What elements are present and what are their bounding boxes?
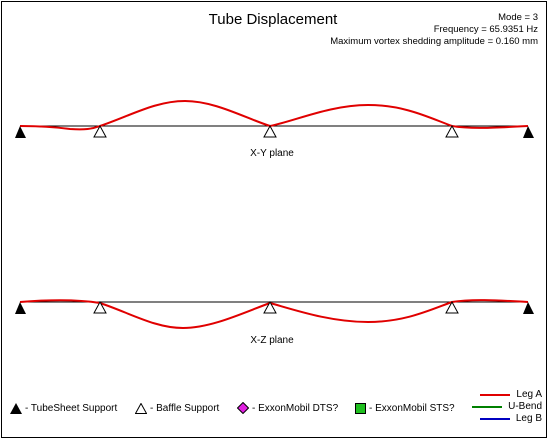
u-bend-swatch: [472, 406, 503, 408]
line-legend: Leg A U-Bend Leg B: [472, 389, 542, 425]
xz-baffle-support-1: [93, 300, 107, 314]
hollow-triangle-icon: [135, 402, 147, 414]
legend-dts: - ExxonMobil DTS?: [237, 400, 338, 416]
leg-b-swatch: [479, 418, 510, 420]
xz-plane-label: X-Z plane: [250, 335, 294, 346]
frequency-text: Frequency = 65.9351 Hz: [433, 24, 538, 35]
xz-tubesheet-support-left: [15, 302, 26, 314]
leg-b-label: Leg B: [515, 413, 542, 424]
line-legend-leg-b: Leg B: [472, 413, 542, 425]
xz-plane: [15, 299, 534, 330]
legend-sts-label: - ExxonMobil STS?: [369, 402, 455, 414]
xy-baffle-support-1: [93, 124, 107, 138]
xy-mode-shape-curve: [19, 99, 529, 131]
magenta-diamond-icon: [237, 402, 249, 414]
xz-tubesheet-support-right: [523, 302, 534, 314]
xy-tubesheet-support-left: [15, 126, 26, 138]
legend-baffle: - Baffle Support: [135, 400, 219, 416]
xy-baffle-support-2: [263, 124, 277, 138]
xy-tubesheet-support-right: [523, 126, 534, 138]
u-bend-label: U-Bend: [508, 401, 542, 412]
mode-text: Mode = 3: [498, 12, 538, 23]
line-legend-u-bend: U-Bend: [472, 401, 542, 413]
diagram-title: Tube Displacement: [208, 11, 338, 28]
legend-tubesheet: - TubeSheet Support: [10, 400, 117, 416]
amplitude-text: Maximum vortex shedding amplitude = 0.16…: [330, 36, 538, 47]
leg-a-swatch: [480, 394, 511, 396]
leg-a-label: Leg A: [516, 389, 542, 400]
legend-sts: - ExxonMobil STS?: [355, 400, 455, 416]
xz-baffle-support-2: [263, 300, 277, 314]
xz-baffle-support-3: [445, 300, 459, 314]
mode-info: Mode = 3 Frequency = 65.9351 Hz Maximum …: [330, 12, 538, 48]
legend-dts-label: - ExxonMobil DTS?: [252, 402, 339, 414]
xy-plane-label: X-Y plane: [250, 148, 294, 159]
xy-baffle-support-3: [445, 124, 459, 138]
line-legend-leg-a: Leg A: [472, 389, 542, 401]
xy-plane: [15, 99, 534, 138]
legend-baffle-label: - Baffle Support: [150, 402, 220, 414]
filled-triangle-icon: [10, 402, 22, 414]
legend-tubesheet-label: - TubeSheet Support: [25, 402, 118, 414]
green-square-icon: [355, 402, 366, 414]
